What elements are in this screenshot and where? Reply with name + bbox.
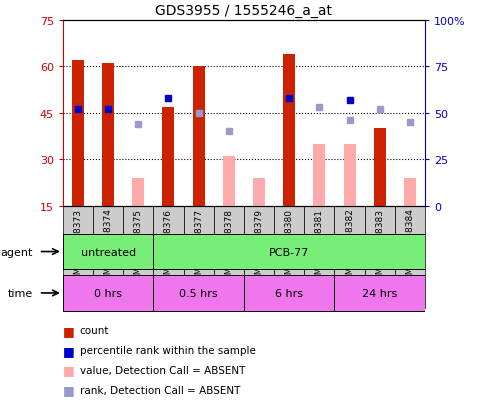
Text: value, Detection Call = ABSENT: value, Detection Call = ABSENT (80, 365, 245, 375)
Text: GSM158379: GSM158379 (255, 233, 264, 284)
Text: GSM158383: GSM158383 (375, 233, 384, 284)
FancyBboxPatch shape (274, 206, 304, 309)
Text: 0 hrs: 0 hrs (94, 288, 122, 298)
Text: ■: ■ (63, 383, 74, 396)
Text: GSM158377: GSM158377 (194, 233, 203, 284)
Text: time: time (7, 288, 32, 298)
FancyBboxPatch shape (123, 206, 154, 309)
Bar (283, 55, 295, 206)
Bar (313, 145, 326, 206)
Bar (154, 234, 425, 270)
Bar (244, 275, 334, 311)
FancyBboxPatch shape (244, 206, 274, 309)
Text: 6 hrs: 6 hrs (275, 288, 303, 298)
FancyBboxPatch shape (334, 206, 365, 309)
Bar (63, 275, 154, 311)
Text: ■: ■ (63, 344, 74, 357)
FancyBboxPatch shape (154, 206, 184, 309)
Text: GSM158384: GSM158384 (405, 233, 414, 284)
Text: ■: ■ (63, 324, 74, 337)
Text: GSM158381: GSM158381 (315, 233, 324, 284)
Text: percentile rank within the sample: percentile rank within the sample (80, 345, 256, 355)
FancyBboxPatch shape (213, 206, 244, 309)
Text: rank, Detection Call = ABSENT: rank, Detection Call = ABSENT (80, 385, 240, 395)
Text: GSM158382: GSM158382 (345, 233, 354, 284)
Text: GSM158374: GSM158374 (103, 208, 113, 263)
Text: GSM158374: GSM158374 (103, 233, 113, 284)
Bar (132, 178, 144, 206)
FancyBboxPatch shape (63, 206, 93, 309)
Bar (253, 178, 265, 206)
Text: GSM158377: GSM158377 (194, 208, 203, 263)
Bar (72, 61, 84, 206)
FancyBboxPatch shape (184, 206, 213, 309)
Text: agent: agent (0, 247, 32, 257)
Bar (223, 157, 235, 206)
Text: count: count (80, 325, 109, 335)
Bar (374, 129, 386, 206)
Text: GSM158376: GSM158376 (164, 233, 173, 284)
Text: 0.5 hrs: 0.5 hrs (179, 288, 218, 298)
Bar (193, 67, 205, 206)
Bar (154, 275, 244, 311)
Text: 24 hrs: 24 hrs (362, 288, 398, 298)
Text: GSM158380: GSM158380 (284, 233, 294, 284)
Title: GDS3955 / 1555246_a_at: GDS3955 / 1555246_a_at (156, 4, 332, 18)
Text: GSM158383: GSM158383 (375, 208, 384, 263)
Bar (343, 145, 355, 206)
Text: GSM158378: GSM158378 (224, 233, 233, 284)
Bar (334, 275, 425, 311)
Text: GSM158373: GSM158373 (73, 233, 83, 284)
FancyBboxPatch shape (395, 206, 425, 309)
Bar (63, 234, 154, 270)
Text: GSM158378: GSM158378 (224, 208, 233, 263)
Text: GSM158376: GSM158376 (164, 208, 173, 263)
FancyBboxPatch shape (365, 206, 395, 309)
Text: PCB-77: PCB-77 (269, 247, 310, 257)
Text: GSM158375: GSM158375 (134, 233, 143, 284)
Bar (162, 107, 174, 206)
Text: GSM158375: GSM158375 (134, 208, 143, 263)
Text: GSM158379: GSM158379 (255, 208, 264, 263)
Text: GSM158384: GSM158384 (405, 208, 414, 263)
Text: GSM158382: GSM158382 (345, 208, 354, 263)
Text: GSM158373: GSM158373 (73, 208, 83, 263)
Text: ■: ■ (63, 363, 74, 377)
Text: GSM158381: GSM158381 (315, 208, 324, 263)
Bar (102, 64, 114, 206)
Text: untreated: untreated (81, 247, 136, 257)
FancyBboxPatch shape (304, 206, 334, 309)
FancyBboxPatch shape (93, 206, 123, 309)
Text: GSM158380: GSM158380 (284, 208, 294, 263)
Bar (404, 178, 416, 206)
